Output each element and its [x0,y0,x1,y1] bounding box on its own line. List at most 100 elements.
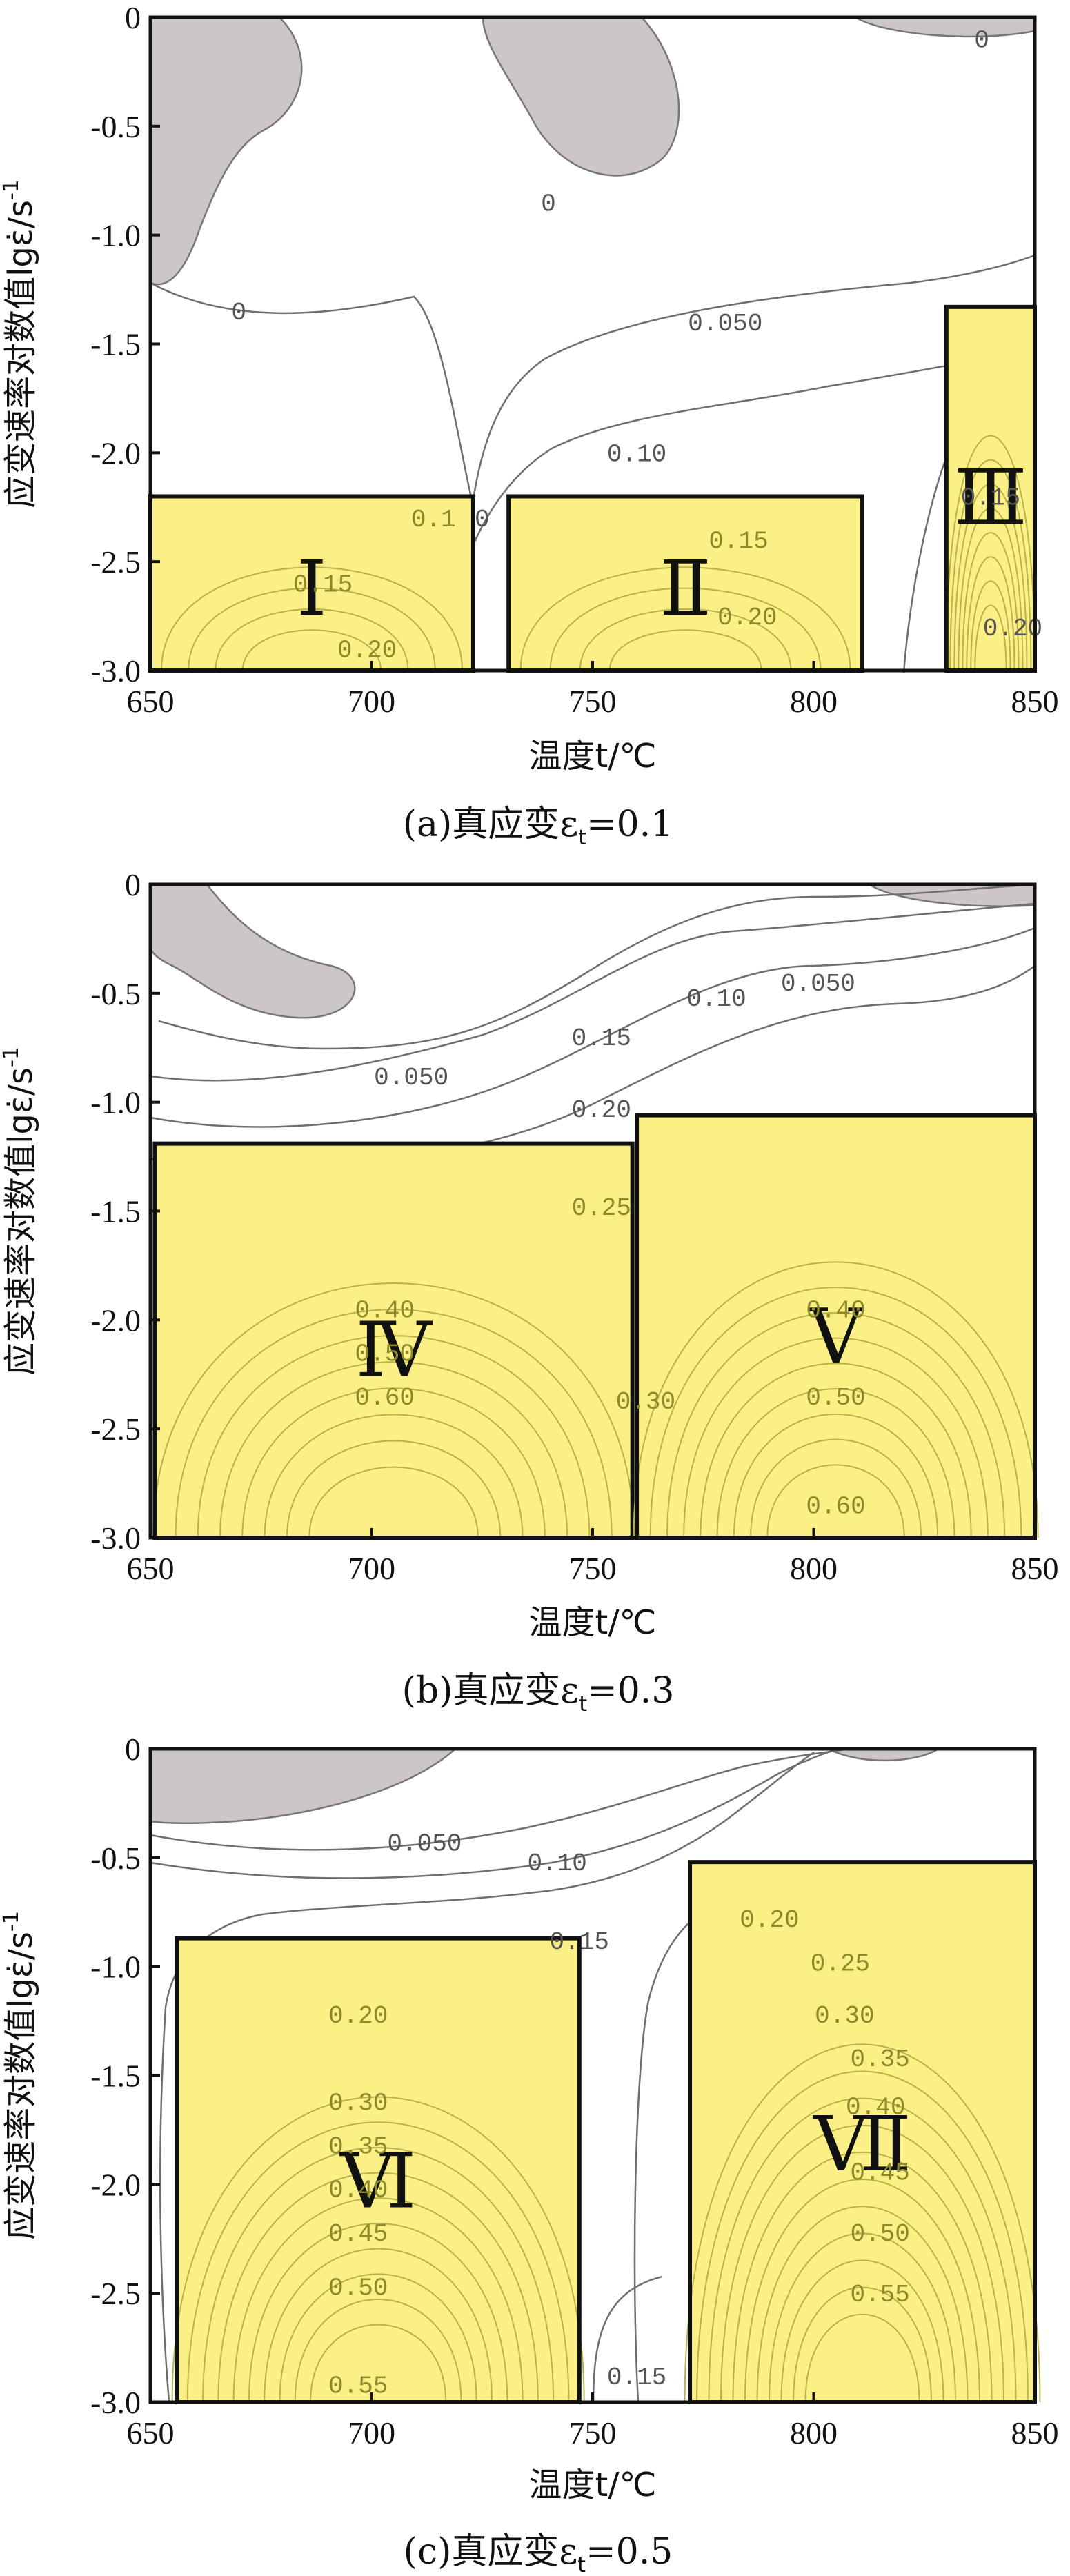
y-tick-label: -2.0 [90,2167,141,2202]
region-contour [804,2314,920,2403]
region-contour [683,1337,989,1538]
contour-label: 0.50 [806,1384,865,1412]
contour-label: 0.20 [328,2002,388,2030]
contour-label: 0.15 [293,571,353,600]
region-contour [684,2043,1041,2403]
contour-label: 0 [475,506,490,534]
y-tick-label: -3.0 [90,653,141,688]
region-contour [241,629,382,671]
region-contour [649,1287,1022,1538]
caption-strain-value: =0.5 [586,2531,673,2573]
x-tick-label: 650 [127,684,175,719]
contour-label: 0.20 [983,615,1042,643]
region-contour [152,1282,635,1538]
contour-label: 0.45 [328,2220,388,2248]
region-contour [241,1387,546,1538]
contour-label: 0.15 [709,528,768,556]
contour-line-3 [159,1751,815,2403]
region-contour [633,1261,1039,1538]
y-axis-label: 应变速率对数值lgε̇/s-1 [0,1911,40,2240]
contour-label: 0.40 [328,2177,388,2205]
contour-label: 0.60 [355,1384,415,1412]
y-tick-label: 0 [125,1732,141,1767]
chart-panel-1: Ⅰ ⅡⅢ00000.0500.100.150.200.10.150.200.150… [0,0,1059,850]
region-contour [769,2232,956,2403]
region-label: Ⅶ [812,2103,911,2187]
region-contour [579,608,792,671]
y-tick-label: -3.0 [90,2385,141,2420]
contour-line-4 [633,1903,725,2403]
region-contour [248,2223,508,2403]
caption-subscript: t [579,1692,587,1716]
region-contour [160,566,464,671]
zero-regions [149,1747,942,1824]
contour-label: 0.20 [740,1906,799,1934]
region-contour [264,1414,524,1538]
region-label: Ⅰ [297,547,326,631]
y-ticks: 0 -0.5 -1.0 -1.5 -2.0 -2.5 -3.0 [90,0,160,688]
region-3: Ⅲ [944,304,1038,673]
panel-caption: (b)真应变εt=0.3 [402,1670,675,1716]
y-tick-label: -0.5 [90,976,141,1011]
region-contour [666,1312,1006,1538]
region-1: Ⅰ [148,494,475,673]
panel-caption: (c)真应变εt=0.5 [404,2531,673,2576]
contour-label: 0.15 [961,484,1020,512]
contour-lines [150,1747,849,2403]
contour-label: 0.60 [806,1493,865,1521]
region-1: Ⅳ [152,1141,635,1540]
contour-label: 0.15 [607,2364,666,2392]
x-axis-label: 温度t/℃ [529,2466,657,2504]
x-tick-label: 650 [127,1551,175,1586]
y-tick-label: -1.5 [90,327,141,362]
contour-label: 0.40 [846,2094,905,2122]
contour-label: 0 [974,27,989,55]
region-contour [215,608,409,671]
contour-label: 0.10 [607,440,666,468]
y-tick-label: -0.5 [90,1841,141,1876]
zero-region-2 [866,883,1036,907]
contour-line-3 [440,347,1036,673]
contour-label: 0.050 [781,970,855,998]
x-ticks: 650 700 750 800 850 [127,2392,1059,2450]
chart-panel-2: Ⅳ Ⅴ 0.050 0.10 0.15 0.050 0.20 0.25 0.40 0.50 0.60… [0,867,1059,1716]
region-contour [733,1413,939,1538]
x-tick-label: 850 [1011,2415,1059,2450]
contour-label: 0.30 [616,1388,675,1416]
region-contour [519,566,851,671]
x-tick-label: 800 [790,2415,838,2450]
zero-region-2 [827,1747,942,1762]
x-axis-label: 温度t/℃ [529,737,657,775]
contour-label: 0.10 [686,985,746,1013]
region-2: Ⅶ [684,1860,1041,2405]
region-contour [186,2121,570,2403]
contour-label: 0.15 [572,1024,631,1053]
region-fill [690,1862,1035,2402]
zero-region-1 [149,883,356,1019]
region-contour [696,2070,1029,2403]
region-contour [232,2197,524,2403]
x-tick-label: 700 [348,684,395,719]
contour-label: 0.30 [815,2002,874,2030]
caption-strain-value: =0.1 [586,804,673,845]
contour-label: 0.15 [550,1928,609,1956]
y-ticks: 0 -0.5 -1.0 -1.5 -2.0 -2.5 -3.0 [90,1732,160,2420]
region-contour [720,2125,1004,2403]
region-label: Ⅵ [339,2139,417,2223]
contour-label: 0 [541,190,556,218]
contour-labels: 0.050 0.10 0.15 0.15 0.20 0.30 0.35 0.40 0.45 0.5… [328,1830,910,2401]
y-tick-label: -2.0 [90,435,141,470]
contour-line-1 [150,281,474,504]
region-contour [945,435,1036,671]
x-ticks: 650 700 750 800 850 [127,661,1059,719]
contour-label: 0.40 [806,1297,865,1325]
contour-line-2 [150,902,1036,1082]
x-ticks: 650 700 750 800 850 [127,1528,1059,1586]
contour-label: 0.35 [328,2133,388,2161]
contour-label: 0.20 [717,604,777,632]
x-tick-label: 800 [790,1551,838,1586]
contour-line-1 [150,1747,849,1851]
contour-label: 0.55 [850,2281,909,2309]
y-axis-label-unit-exponent: -1 [0,1911,23,1932]
